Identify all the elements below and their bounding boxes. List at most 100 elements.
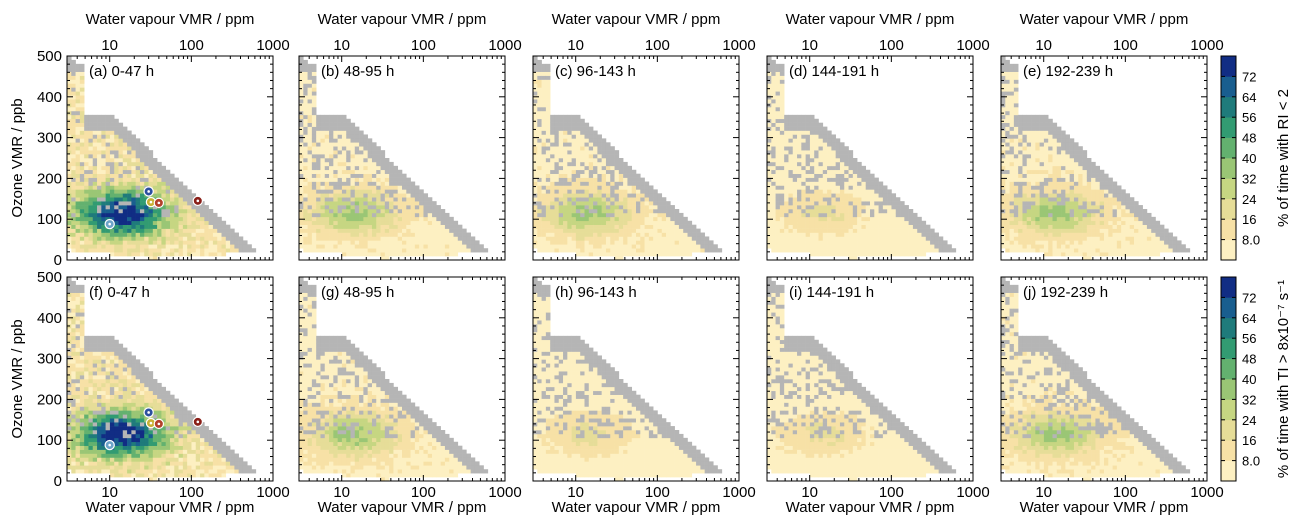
heatmap-cell bbox=[114, 173, 119, 178]
heatmap-cell bbox=[144, 228, 149, 233]
heatmap-cell bbox=[311, 107, 317, 112]
heatmap-cell bbox=[165, 169, 171, 174]
heatmap-cell bbox=[320, 118, 326, 123]
heatmap-cell bbox=[541, 236, 547, 241]
heatmap-cell bbox=[614, 212, 620, 218]
heatmap-cell bbox=[640, 240, 645, 245]
heatmap-cell bbox=[835, 212, 841, 218]
heatmap-cell bbox=[127, 228, 132, 233]
heatmap-cell bbox=[533, 150, 538, 155]
heatmap-cell bbox=[1005, 59, 1010, 65]
heatmap-cell bbox=[380, 216, 386, 222]
heatmap-cell bbox=[225, 244, 231, 249]
heatmap-cell bbox=[453, 252, 459, 257]
heatmap-cell bbox=[329, 220, 334, 225]
heatmap-cell bbox=[303, 126, 308, 131]
heatmap-cell bbox=[1035, 177, 1040, 182]
heatmap-cell bbox=[191, 224, 197, 229]
heatmap-cell bbox=[588, 189, 594, 194]
heatmap-cell bbox=[139, 161, 145, 167]
heatmap-cell bbox=[653, 201, 658, 206]
heatmap-cell bbox=[861, 212, 867, 218]
heatmap-cell bbox=[900, 224, 905, 229]
heatmap-cell bbox=[303, 99, 308, 104]
heatmap-cell bbox=[700, 232, 705, 237]
heatmap-cell bbox=[135, 165, 141, 171]
heatmap-cell bbox=[687, 232, 693, 237]
heatmap-cell bbox=[432, 201, 437, 206]
heatmap-cell bbox=[835, 150, 841, 155]
heatmap-cell bbox=[618, 209, 624, 214]
heatmap-cell bbox=[575, 150, 581, 155]
heatmap-cell bbox=[861, 189, 867, 194]
heatmap-cell bbox=[1026, 138, 1032, 143]
heatmap-cell bbox=[792, 177, 798, 182]
heatmap-cell bbox=[631, 197, 637, 202]
heatmap-cell bbox=[700, 244, 705, 249]
heatmap-cell bbox=[402, 193, 407, 198]
heatmap-cell bbox=[1018, 181, 1023, 186]
panel-label: (b) 48-95 h bbox=[321, 63, 394, 80]
heatmap-cell bbox=[122, 130, 128, 135]
heatmap-cell bbox=[593, 142, 598, 147]
heatmap-cell bbox=[1018, 126, 1023, 131]
heatmap-cell bbox=[636, 236, 641, 241]
heatmap-cell bbox=[307, 248, 313, 253]
heatmap-cell bbox=[895, 201, 901, 206]
heatmap-cell bbox=[874, 181, 879, 186]
heatmap-cell bbox=[303, 91, 308, 96]
heatmap-cell bbox=[779, 114, 785, 120]
heatmap-cell bbox=[605, 216, 611, 222]
heatmap-cell bbox=[75, 95, 81, 100]
heatmap-cell bbox=[122, 173, 128, 178]
heatmap-cell bbox=[623, 169, 628, 174]
heatmap-cell bbox=[79, 99, 85, 104]
heatmap-cell bbox=[350, 142, 356, 147]
heatmap-cell bbox=[614, 216, 620, 222]
heatmap-cell bbox=[887, 209, 892, 214]
heatmap-cell bbox=[118, 181, 124, 186]
heatmap-cell bbox=[1022, 185, 1028, 190]
heatmap-cell bbox=[170, 185, 175, 190]
heatmap-cell bbox=[118, 150, 124, 155]
heatmap-cell bbox=[148, 236, 154, 241]
heatmap-cell bbox=[1001, 122, 1006, 127]
heatmap-cell bbox=[593, 193, 598, 198]
heatmap-cell bbox=[316, 248, 321, 253]
heatmap-cell bbox=[406, 181, 411, 186]
heatmap-cell bbox=[550, 169, 555, 174]
heatmap-cell bbox=[320, 240, 326, 245]
heatmap-cell bbox=[350, 181, 356, 186]
heatmap-cell bbox=[67, 197, 72, 202]
heatmap-cell bbox=[818, 169, 824, 174]
heatmap-cell bbox=[359, 205, 364, 210]
heatmap-cell bbox=[852, 169, 858, 174]
heatmap-cell bbox=[92, 228, 98, 233]
heatmap-cell bbox=[605, 220, 611, 225]
heatmap-cell bbox=[788, 114, 794, 120]
heatmap-cell bbox=[174, 209, 179, 214]
heatmap-cell bbox=[831, 209, 836, 214]
heatmap-cell bbox=[307, 107, 313, 112]
heatmap-cell bbox=[1022, 150, 1028, 155]
heatmap-cell bbox=[775, 110, 781, 116]
heatmap-cell bbox=[891, 216, 897, 222]
heatmap-cell bbox=[324, 118, 330, 123]
heatmap-cell bbox=[376, 169, 381, 174]
heatmap-cell bbox=[92, 177, 98, 182]
heatmap-cell bbox=[550, 173, 555, 178]
heatmap-cell bbox=[367, 181, 373, 186]
heatmap-cell bbox=[627, 228, 633, 233]
heatmap-cell bbox=[393, 220, 399, 225]
heatmap-cell bbox=[563, 165, 568, 171]
heatmap-cell bbox=[311, 114, 317, 120]
heatmap-cell bbox=[822, 130, 828, 135]
heatmap-cell bbox=[131, 138, 136, 143]
heatmap-cell bbox=[157, 169, 162, 174]
heatmap-cell bbox=[84, 232, 89, 237]
heatmap-cell bbox=[563, 150, 568, 155]
heatmap-cell bbox=[792, 181, 798, 186]
heatmap-cell bbox=[818, 177, 824, 182]
heatmap-cell bbox=[1018, 165, 1023, 171]
heatmap-cell bbox=[1035, 169, 1040, 174]
